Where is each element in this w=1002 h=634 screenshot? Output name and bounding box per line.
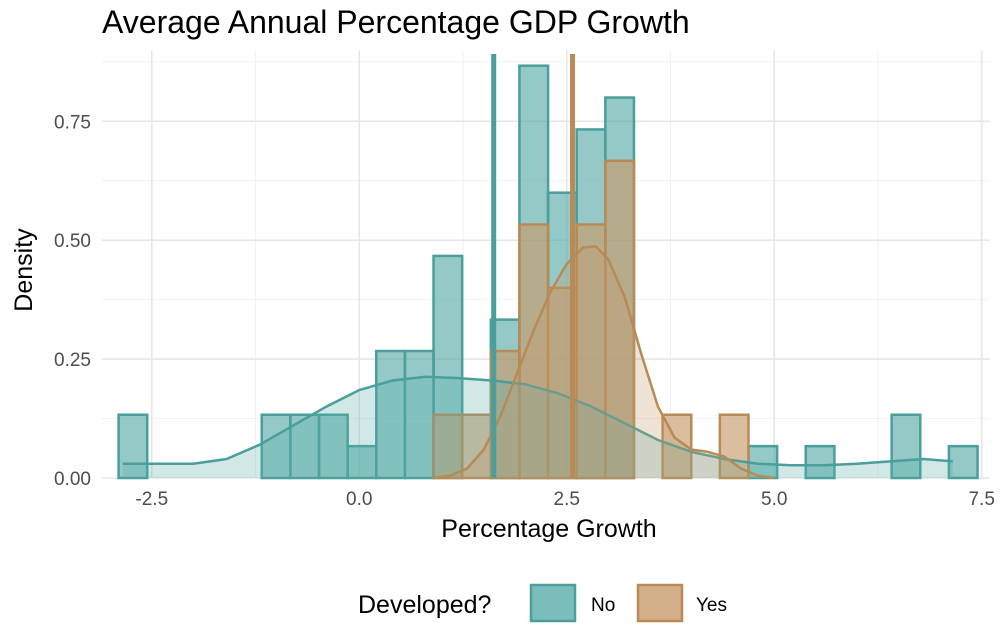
x-tick-label: 2.5 [554, 489, 580, 510]
y-tick-label: 0.75 [54, 112, 91, 133]
legend-title: Developed? [358, 591, 491, 619]
histogram-bar-no [117, 413, 149, 480]
density-area-yes [434, 246, 775, 478]
chart-title: Average Annual Percentage GDP Growth [102, 4, 690, 40]
x-tick-label: 0.0 [346, 489, 372, 510]
histogram-bar-yes [432, 413, 464, 480]
x-tick-label: 7.5 [968, 489, 994, 510]
y-tick-label: 0.25 [54, 350, 91, 371]
legend-label-no: No [591, 595, 615, 616]
y-axis-title: Density [10, 228, 38, 312]
histogram-bar-yes [718, 413, 750, 480]
x-tick-label: -2.5 [135, 489, 168, 510]
legend-key-no [529, 583, 577, 623]
legend-label-yes: Yes [696, 595, 727, 616]
histogram-bar-no [289, 413, 321, 480]
legend: Developed? No Yes [358, 583, 727, 623]
histogram-bar-no [403, 349, 435, 480]
density-curve-no [122, 375, 953, 467]
density-area-no [122, 376, 953, 478]
y-axis-ticks: 0.00 0.25 0.50 0.75 [54, 112, 91, 490]
x-tick-label: 5.0 [761, 489, 787, 510]
y-tick-label: 0.50 [54, 231, 91, 252]
histogram-bar-no [947, 444, 979, 480]
y-tick-label: 0.00 [54, 469, 91, 490]
histogram-bar-no [890, 413, 922, 480]
x-axis-ticks: -2.5 0.0 2.5 5.0 7.5 [135, 489, 994, 510]
histogram-bar-no [804, 444, 836, 480]
x-axis-title: Percentage Growth [441, 515, 656, 543]
legend-key-yes [636, 583, 684, 623]
mean-lines [491, 54, 576, 478]
histogram-bar-yes [518, 223, 550, 480]
